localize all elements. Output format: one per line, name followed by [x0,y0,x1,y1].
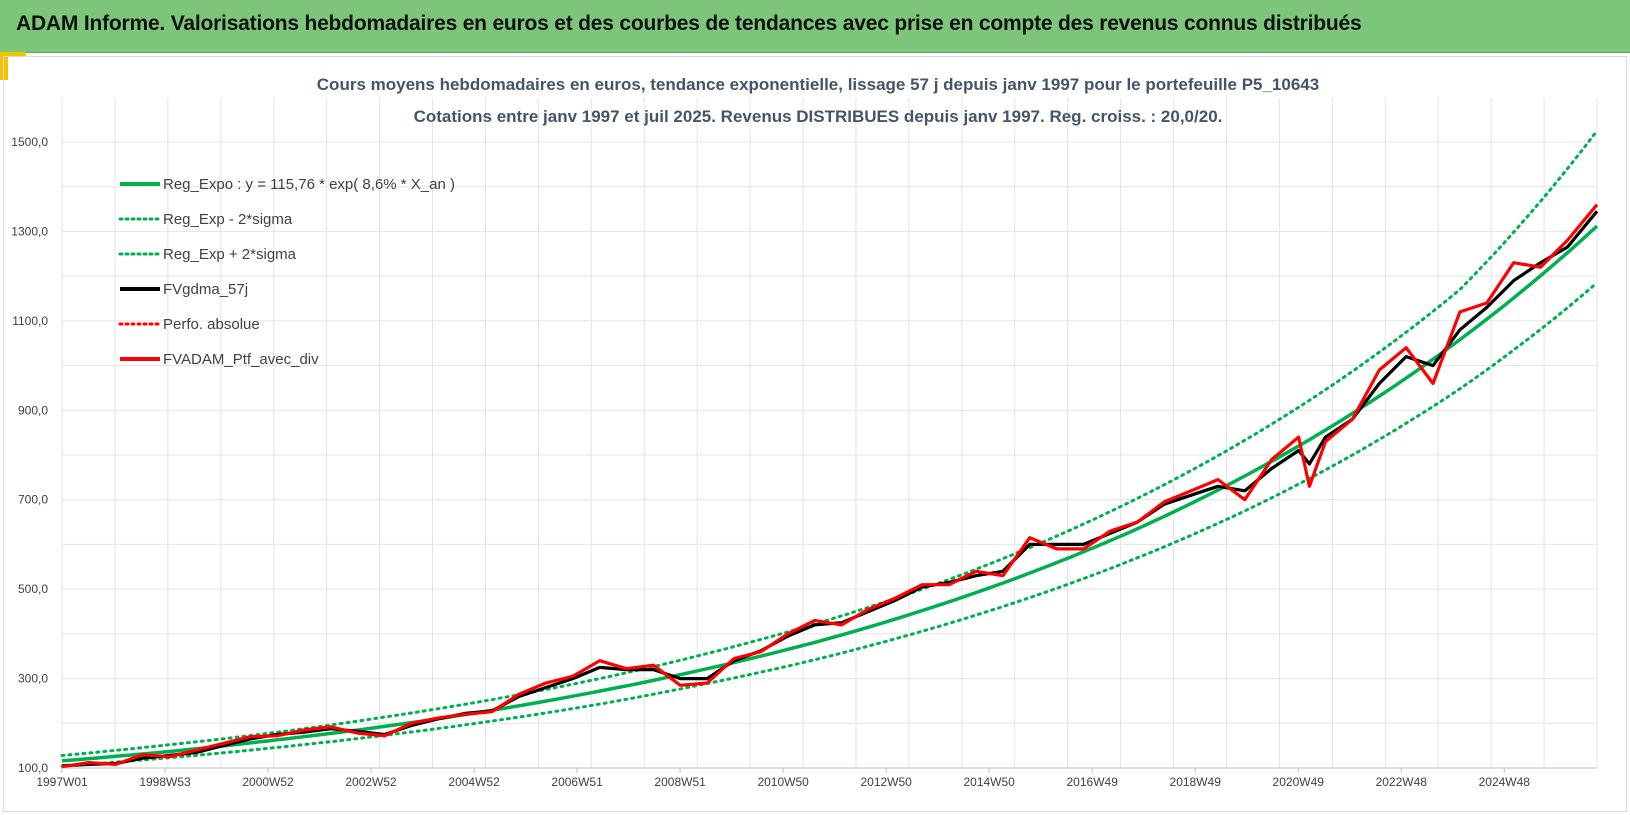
x-tick-label: 2002W52 [345,775,397,789]
x-tick-label: 2000W52 [242,775,294,789]
y-tick-label: 300,0 [18,672,48,686]
accent-bar-top [0,52,26,57]
y-tick-label: 100,0 [18,761,48,775]
x-tick-label: 2012W50 [860,775,912,789]
x-tick-label: 2008W51 [654,775,706,789]
chart-title: Cours moyens hebdomadaires en euros, ten… [317,75,1319,94]
series-line-fvadam-ptf-avec-div [61,203,1599,769]
legend: Reg_Expo : y = 115,76 * exp( 8,6% * X_an… [118,176,455,368]
series-layer [60,129,1599,769]
series-line-reg-exp-2-sigma [60,129,1599,757]
banner: ADAM Informe. Valorisations hebdomadaire… [0,0,1630,53]
series-line-fvgdma-57j [61,210,1599,768]
legend-label: FVADAM_Ptf_avec_div [163,351,319,368]
legend-label: Reg_Exp - 2*sigma [163,211,293,228]
x-tick-label: 2010W50 [757,775,809,789]
x-tick-label: 2016W49 [1067,775,1119,789]
y-tick-label: 900,0 [18,403,48,417]
legend-label: FVgdma_57j [163,281,248,298]
x-tick-label: 2022W48 [1376,775,1428,789]
x-tick-label: 2020W49 [1273,775,1325,789]
x-tick-label: 1997W01 [36,775,88,789]
series-line-reg-expo-y-115-76-exp-8-6-x-an- [61,224,1599,763]
y-tick-label: 700,0 [18,493,48,507]
y-tick-label: 500,0 [18,582,48,596]
y-tick-label: 1100,0 [12,314,48,328]
y-tick-label: 1500,0 [11,135,48,149]
x-tick-label: 2014W50 [963,775,1015,789]
legend-label: Perfo. absolue [163,316,260,333]
x-tick-label: 2006W51 [551,775,603,789]
banner-title: ADAM Informe. Valorisations hebdomadaire… [16,12,1362,35]
y-tick-label: 1300,0 [11,224,48,238]
accent-bar-left [0,52,8,80]
series-line-reg-exp-2-sigma [60,281,1599,768]
x-tick-label: 2018W49 [1170,775,1222,789]
x-tick-label: 1998W53 [139,775,191,789]
chart-grid [61,98,1598,769]
chart-axes: 100,0 300,0 500,0 700,0 900,0 1100,0 1300,0 150… [11,135,1597,789]
x-tick-label: 2004W52 [448,775,500,789]
legend-label: Reg_Exp + 2*sigma [163,246,297,263]
chart-subtitle: Cotations entre janv 1997 et juil 2025. … [414,107,1223,126]
chart-frame [3,56,1627,812]
x-tick-label: 2024W48 [1479,775,1531,789]
legend-label: Reg_Expo : y = 115,76 * exp( 8,6% * X_an… [163,176,455,193]
